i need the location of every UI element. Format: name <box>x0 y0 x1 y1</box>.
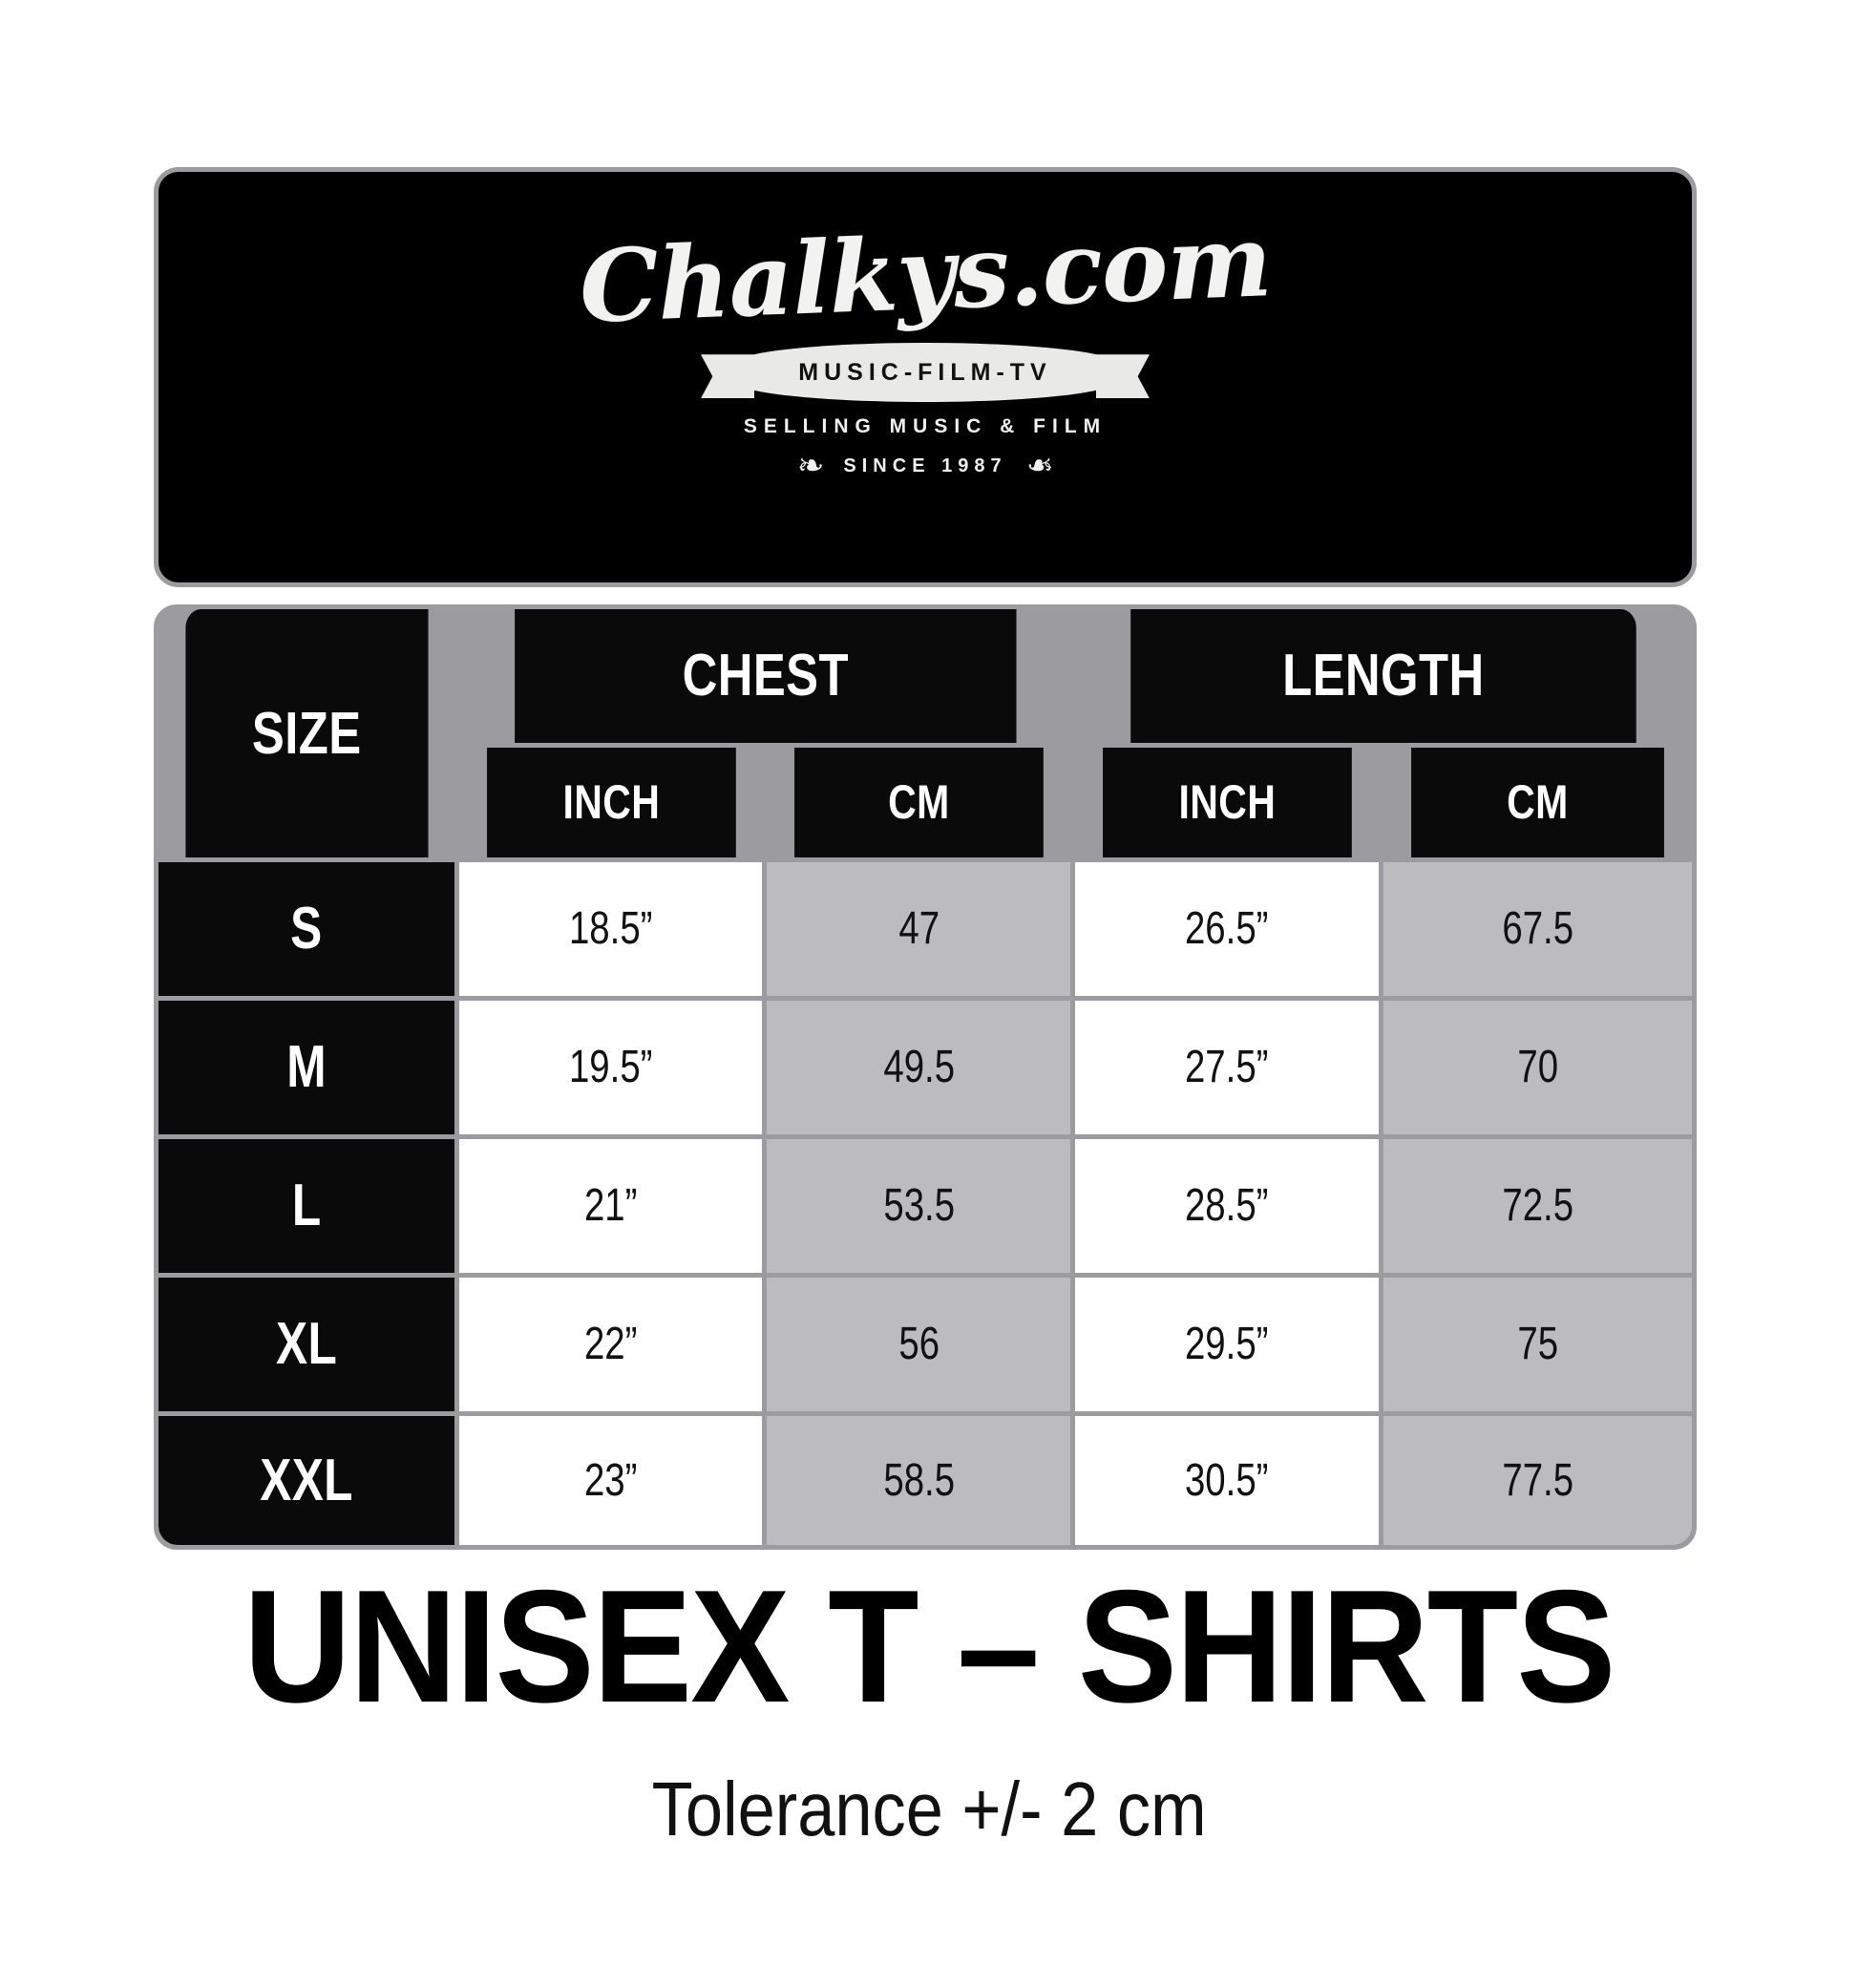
column-header-chest-cm: CM <box>794 747 1048 862</box>
chest-cm-value: 53.5 <box>767 1138 1076 1278</box>
column-group-length: LENGTH <box>1130 609 1636 748</box>
size-label: XXL <box>158 1415 459 1545</box>
size-label: XL <box>158 1277 459 1416</box>
size-table: SIZE CHEST LENGTH INCH CM <box>154 604 1697 1550</box>
table-row: S 18.5” 47 26.5” 67.5 <box>158 862 1692 1001</box>
table-header-row-1: SIZE CHEST LENGTH <box>158 609 1692 862</box>
length-inch-value: 27.5” <box>1075 1000 1384 1139</box>
size-label: M <box>158 1000 459 1139</box>
chest-inch-value: 18.5” <box>458 862 768 1001</box>
length-cm-value: 67.5 <box>1383 862 1692 1001</box>
ribbon-banner: MUSIC-FILM-TV <box>701 341 1150 404</box>
table-row: M 19.5” 49.5 27.5” 70 <box>158 1000 1692 1139</box>
chest-inch-value: 23” <box>458 1415 768 1545</box>
ribbon-label: MUSIC-FILM-TV <box>798 358 1052 386</box>
table-row: XXL 23” 58.5 30.5” 77.5 <box>158 1415 1692 1545</box>
length-inch-value: 30.5” <box>1075 1415 1384 1545</box>
ribbon-body: MUSIC-FILM-TV <box>734 343 1116 403</box>
size-table-container: SIZE CHEST LENGTH INCH CM <box>154 604 1697 1550</box>
flourish-right-icon: ❧ <box>1025 447 1054 486</box>
column-header-length-inch: INCH <box>1103 747 1357 862</box>
chest-inch-value: 21” <box>458 1138 768 1278</box>
table-row: XL 22” 56 29.5” 75 <box>158 1277 1692 1416</box>
chest-cm-value: 58.5 <box>767 1415 1076 1545</box>
size-label: L <box>158 1138 459 1278</box>
length-cm-value: 75 <box>1383 1277 1692 1416</box>
length-inch-value: 29.5” <box>1075 1277 1384 1416</box>
column-header-length-cm: CM <box>1411 747 1664 862</box>
length-cm-value: 77.5 <box>1383 1415 1692 1545</box>
chest-cm-value: 56 <box>767 1277 1076 1416</box>
chest-inch-value: 22” <box>458 1277 768 1416</box>
length-inch-value: 28.5” <box>1075 1138 1384 1278</box>
chest-inch-value: 19.5” <box>458 1000 768 1139</box>
flourish-left-icon: ❧ <box>796 447 825 486</box>
table-header-row-2: INCH CM INCH CM <box>158 747 1692 862</box>
brand-tagline: SELLING MUSIC & FILM <box>743 415 1108 438</box>
brand-logo-panel: Chalkys.com MUSIC-FILM-TV SELLING MUSIC … <box>154 167 1697 587</box>
column-group-chest: CHEST <box>514 609 1021 748</box>
column-header-chest-inch: INCH <box>486 747 740 862</box>
tolerance-note: Tolerance +/- 2 cm <box>651 1766 1207 1851</box>
length-inch-value: 26.5” <box>1075 862 1384 1001</box>
chest-cm-value: 47 <box>767 862 1076 1001</box>
length-cm-value: 72.5 <box>1383 1138 1692 1278</box>
column-header-size: SIZE <box>185 609 433 862</box>
size-label: S <box>158 862 459 1001</box>
chest-cm-value: 49.5 <box>767 1000 1076 1139</box>
since-label: SINCE 1987 <box>843 455 1007 476</box>
length-cm-value: 70 <box>1383 1000 1692 1139</box>
brand-name: Chalkys.com <box>577 201 1274 346</box>
page-title: UNISEX T – SHIRTS <box>243 1556 1615 1736</box>
table-row: L 21” 53.5 28.5” 72.5 <box>158 1138 1692 1278</box>
since-row: ❧ SINCE 1987 ❧ <box>796 447 1054 486</box>
